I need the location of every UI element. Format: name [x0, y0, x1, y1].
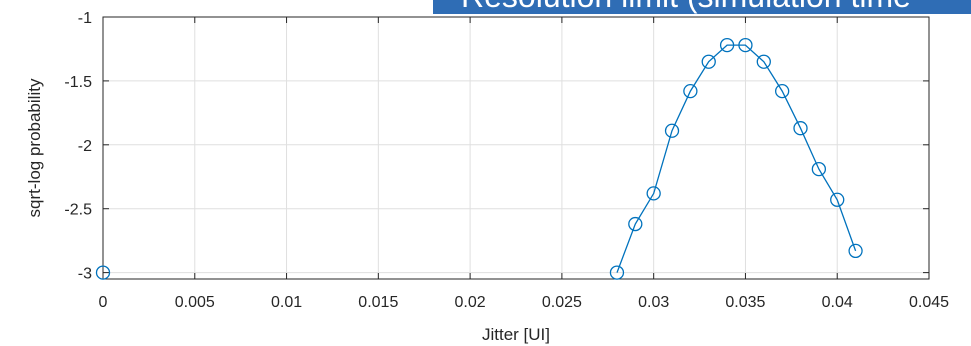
data-point-marker	[95, 265, 111, 280]
y-tick-label: -2	[78, 138, 92, 155]
data-point-marker	[738, 37, 753, 53]
x-tick-label: 0.01	[271, 294, 302, 311]
y-tick-labels: -1 -1.5 -2 -2.5 -3	[64, 10, 92, 283]
plot-frame	[102, 16, 930, 280]
x-tick-label: 0	[99, 294, 108, 311]
title-banner: Resolution limit (simulation time	[433, 0, 971, 14]
x-tick-label: 0.03	[638, 294, 669, 311]
data-point-marker	[683, 83, 698, 99]
x-tick-label: 0.025	[542, 294, 582, 311]
x-tick-label: 0.04	[822, 294, 853, 311]
data-point-marker	[756, 54, 771, 69]
y-tick-label: -2.5	[64, 202, 92, 219]
y-tick-label: -1.5	[64, 74, 92, 91]
data-point-marker	[646, 186, 661, 201]
data-point-marker	[628, 216, 643, 232]
y-tick-label: -3	[78, 266, 92, 283]
series	[95, 37, 863, 280]
data-point-marker	[830, 192, 845, 207]
x-tick-label: 0.035	[725, 294, 765, 311]
x-tick-label: 0.045	[909, 294, 949, 311]
series-line	[616, 44, 857, 273]
x-tick-label: 0.02	[455, 294, 486, 311]
plot-background	[103, 17, 929, 279]
x-axis-label: Jitter [UI]	[482, 325, 550, 344]
data-point-marker	[775, 83, 790, 99]
y-axis-label: sqrt-log probability	[25, 78, 44, 217]
data-point-marker	[811, 161, 827, 177]
x-tick-labels: 0 0.005 0.01 0.015 0.02 0.025 0.03 0.035 0.04 0.0…	[99, 294, 950, 311]
x-tick-label: 0.005	[175, 294, 215, 311]
data-point-marker	[848, 243, 863, 259]
y-tick-label: -1	[78, 10, 92, 27]
axis-ticks	[102, 16, 930, 279]
x-tick-label: 0.015	[358, 294, 398, 311]
data-point-marker	[609, 265, 625, 280]
data-point-marker	[664, 123, 680, 138]
data-point-marker	[701, 54, 716, 69]
data-point-marker	[793, 121, 808, 136]
banner-text: Resolution limit (simulation time	[461, 0, 911, 14]
data-point-marker	[719, 37, 735, 53]
